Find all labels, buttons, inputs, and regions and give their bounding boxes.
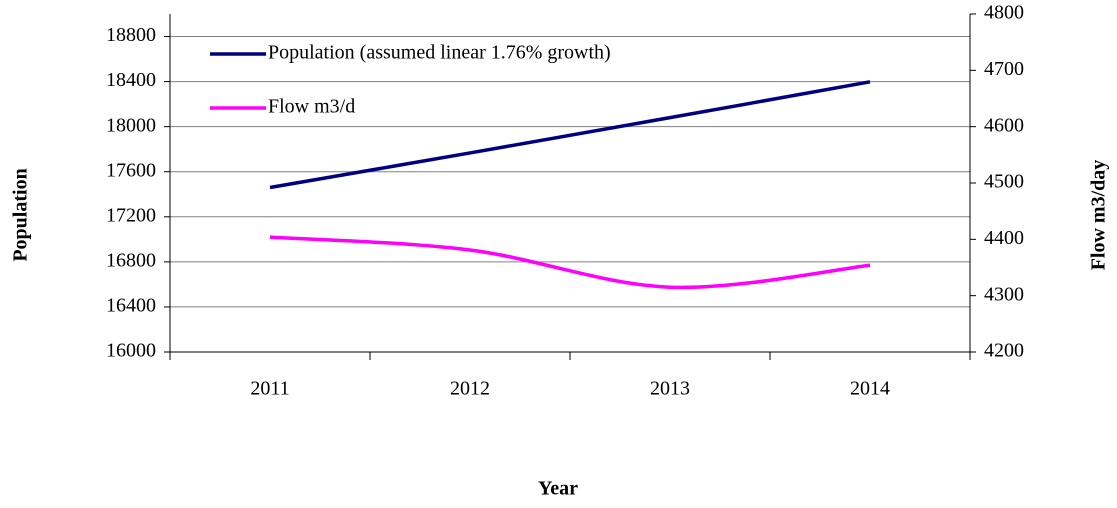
y2-tick-label: 4300 [984,283,1024,305]
y2-tick-label: 4500 [984,171,1024,193]
y-tick-label: 16400 [106,295,156,317]
x-tick-label: 2014 [850,378,890,400]
y2-tick-label: 4600 [984,114,1024,136]
x-tick-label: 2013 [650,378,690,400]
y-tick-label: 16800 [106,249,156,271]
y-tick-label: 18800 [106,24,156,46]
x-tick-label: 2011 [250,378,289,400]
y2-tick-label: 4700 [984,58,1024,80]
x-tick-label: 2012 [450,378,490,400]
y2-axis-title: Flow m3/day [1088,160,1110,271]
y2-tick-label: 4800 [984,2,1024,24]
y-tick-label: 18400 [106,69,156,91]
y2-tick-label: 4400 [984,227,1024,249]
legend-label: Population (assumed linear 1.76% growth) [268,42,611,64]
y-tick-label: 18000 [106,114,156,136]
y-axis-title: Population [10,168,32,261]
legend-label: Flow m3/d [268,96,355,118]
y-tick-label: 16000 [106,340,156,362]
y-tick-label: 17200 [106,204,156,226]
y2-tick-label: 4200 [984,340,1024,362]
y-tick-label: 17600 [106,159,156,181]
series-line [269,80,871,190]
x-axis-title: Year [538,478,578,500]
series-line [269,235,871,290]
